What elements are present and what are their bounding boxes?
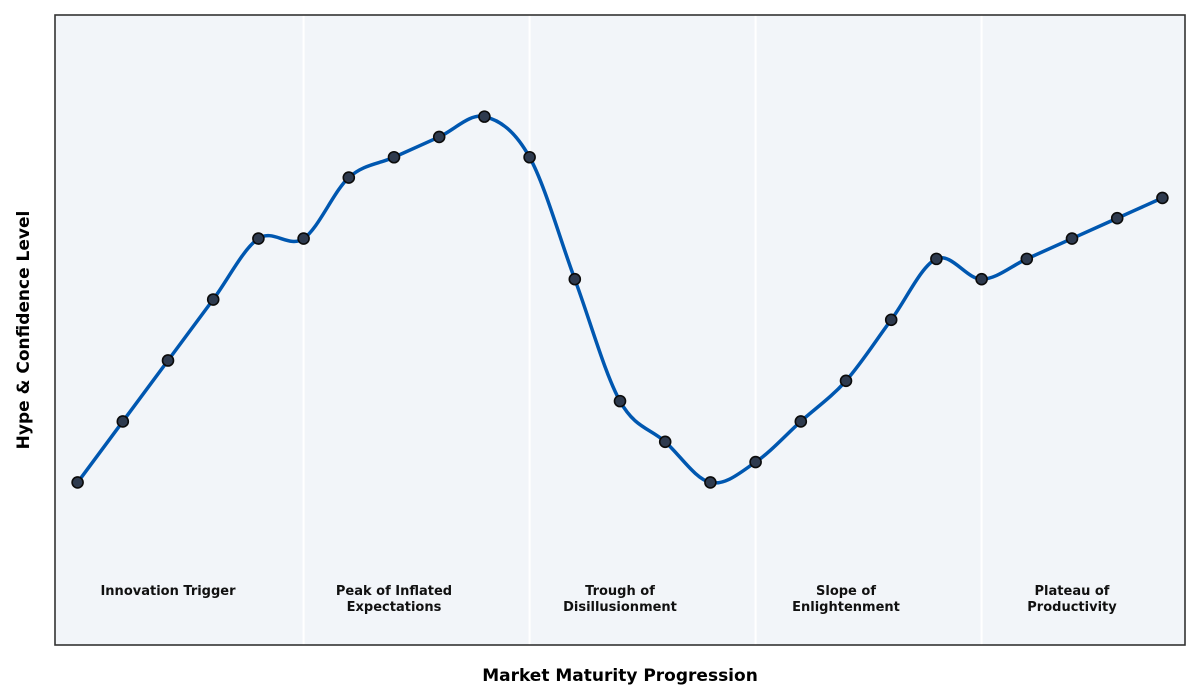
phase-label: Peak of Inflated Expectations (336, 584, 452, 615)
y-axis-label: Hype & Confidence Level (14, 211, 34, 450)
phase-label: Plateau of Productivity (1027, 584, 1117, 615)
data-point (1020, 252, 1034, 266)
data-point (1065, 232, 1079, 245)
data-point (432, 130, 446, 144)
data-point (523, 150, 536, 164)
data-point (387, 150, 401, 164)
data-point (342, 171, 356, 184)
data-point (975, 272, 988, 286)
data-point (206, 293, 220, 306)
phase-label: Slope of Enlightenment (792, 584, 900, 615)
data-point (794, 415, 808, 428)
data-point (839, 374, 853, 388)
x-axis-label: Market Maturity Progression (482, 666, 758, 686)
phase-dividers (302, 15, 983, 645)
data-point (478, 110, 491, 123)
plot-frame (54, 14, 1186, 646)
phase-label: Trough of Disillusionment (563, 584, 677, 615)
data-point (930, 252, 943, 266)
phase-label: Innovation Trigger (100, 584, 236, 599)
data-point (297, 232, 310, 245)
data-point (884, 313, 898, 327)
data-points (71, 110, 1169, 489)
data-point (658, 435, 672, 449)
data-point (568, 272, 582, 286)
phase-labels: Innovation Trigger Peak of Inflated Expect… (100, 584, 1117, 615)
data-point (161, 354, 175, 367)
plot-background (55, 15, 1185, 645)
data-point (71, 476, 84, 489)
data-point (1156, 191, 1169, 205)
data-point (1110, 211, 1124, 225)
data-point (749, 455, 762, 469)
data-point (613, 394, 627, 408)
data-point (252, 232, 265, 245)
data-point (704, 476, 717, 489)
data-point (116, 415, 130, 428)
